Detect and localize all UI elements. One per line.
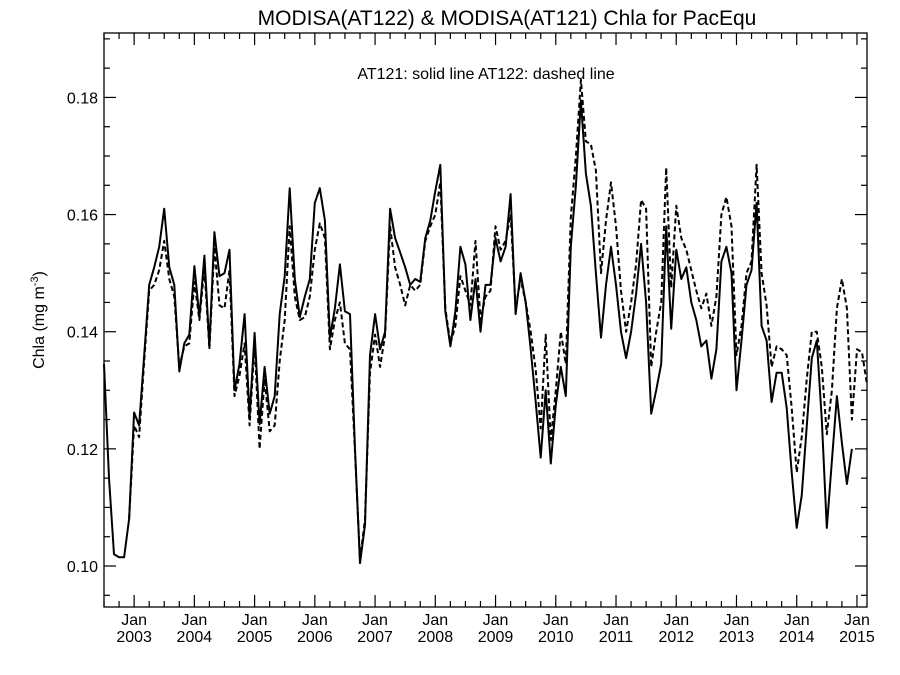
x-tick-year-label-6: 2009 — [478, 629, 514, 646]
x-tick-month-label-9: Jan — [663, 612, 689, 629]
x-tick-year-label-2: 2005 — [237, 629, 273, 646]
x-tick-year-label-3: 2006 — [297, 629, 333, 646]
x-tick-month-label-4: Jan — [362, 612, 388, 629]
x-tick-year-label-9: 2012 — [658, 629, 694, 646]
x-tick-month-label-0: Jan — [121, 612, 147, 629]
chart-title: MODISA(AT122) & MODISA(AT121) Chla for P… — [258, 7, 757, 30]
x-tick-month-label-10: Jan — [724, 612, 750, 629]
y-tick-label-4: 0.18 — [67, 90, 98, 107]
x-tick-year-label-5: 2008 — [418, 629, 454, 646]
x-tick-month-label-11: Jan — [784, 612, 810, 629]
x-tick-month-label-3: Jan — [302, 612, 328, 629]
series-legend-note: AT121: solid line AT122: dashed line — [357, 66, 614, 83]
x-tick-month-label-6: Jan — [483, 612, 509, 629]
y-tick-label-0: 0.10 — [67, 559, 98, 576]
y-tick-label-2: 0.14 — [67, 325, 98, 342]
axis-tick-labels: 0.100.120.140.160.18Jan2003Jan2004Jan200… — [67, 90, 875, 646]
series-lines — [103, 78, 868, 565]
series-line-at121 — [103, 99, 853, 565]
y-tick-label-3: 0.16 — [67, 208, 98, 225]
x-tick-month-label-8: Jan — [603, 612, 629, 629]
x-tick-year-label-0: 2003 — [116, 629, 152, 646]
x-tick-month-label-1: Jan — [181, 612, 207, 629]
x-tick-month-label-7: Jan — [543, 612, 569, 629]
y-axis-label-suffix: ) — [31, 271, 48, 276]
x-tick-year-label-10: 2013 — [719, 629, 755, 646]
plot-frame — [103, 32, 868, 608]
x-tick-year-label-4: 2007 — [357, 629, 393, 646]
x-tick-year-label-1: 2004 — [177, 629, 213, 646]
x-tick-year-label-8: 2011 — [599, 629, 634, 646]
x-tick-month-label-2: Jan — [242, 612, 268, 629]
y-axis-label-main: Chla (mg m — [31, 286, 48, 369]
series-line-at122 — [128, 78, 868, 562]
x-tick-year-label-11: 2014 — [779, 629, 815, 646]
y-axis-label: Chla (mg m-3) — [29, 271, 48, 369]
x-tick-month-label-12: Jan — [844, 612, 870, 629]
x-tick-year-label-12: 2015 — [839, 629, 875, 646]
axis-ticks — [103, 33, 867, 607]
y-tick-label-1: 0.12 — [67, 442, 98, 459]
y-axis-label-superscript: -3 — [29, 276, 41, 286]
x-tick-year-label-7: 2010 — [538, 629, 574, 646]
x-tick-month-label-5: Jan — [422, 612, 448, 629]
